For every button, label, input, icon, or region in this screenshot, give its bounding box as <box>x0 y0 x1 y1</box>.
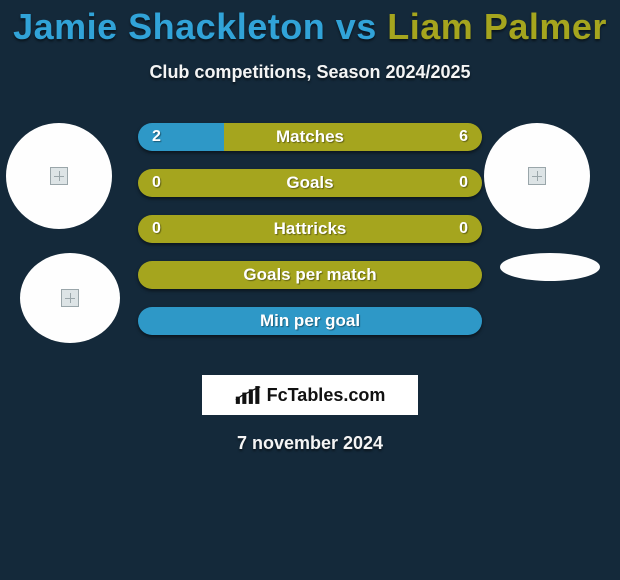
image-placeholder-icon <box>528 167 546 185</box>
stat-label: Hattricks <box>138 215 482 243</box>
stat-label: Goals <box>138 169 482 197</box>
stat-value-player1: 0 <box>152 169 161 197</box>
brand-badge: FcTables.com <box>202 375 418 415</box>
stat-row: Goals0 0 <box>138 169 482 197</box>
stat-label: Goals per match <box>138 261 482 289</box>
player2-avatar <box>484 123 590 229</box>
stat-value-player1: 2 <box>152 123 161 151</box>
comparison-title: Jamie Shackleton vs Liam Palmer <box>0 0 620 48</box>
player1-name: Jamie Shackleton <box>13 6 325 47</box>
vs-label: vs <box>336 6 377 47</box>
stat-value-player2: 0 <box>459 215 468 243</box>
stat-row: Min per goal <box>138 307 482 335</box>
image-placeholder-icon <box>61 289 79 307</box>
player1-avatar <box>6 123 112 229</box>
stat-label: Min per goal <box>138 307 482 335</box>
stat-row: Goals per match <box>138 261 482 289</box>
stat-row: Hattricks0 0 <box>138 215 482 243</box>
comparison-subtitle: Club competitions, Season 2024/2025 <box>0 62 620 83</box>
stat-row: Matches2 6 <box>138 123 482 151</box>
player1-club-badge <box>20 253 120 343</box>
stat-value-player2: 6 <box>459 123 468 151</box>
comparison-arena: Matches26Goals00Hattricks00Goals per mat… <box>0 123 620 353</box>
player2-club-badge <box>500 253 600 281</box>
player2-name: Liam Palmer <box>387 6 607 47</box>
image-placeholder-icon <box>50 167 68 185</box>
stat-bars: Matches26Goals00Hattricks00Goals per mat… <box>138 123 482 353</box>
brand-text: FcTables.com <box>267 385 386 406</box>
date-stamp: 7 november 2024 <box>0 433 620 454</box>
stat-value-player1: 0 <box>152 215 161 243</box>
bar-chart-icon <box>235 384 261 406</box>
stat-value-player2: 0 <box>459 169 468 197</box>
stat-label: Matches <box>138 123 482 151</box>
